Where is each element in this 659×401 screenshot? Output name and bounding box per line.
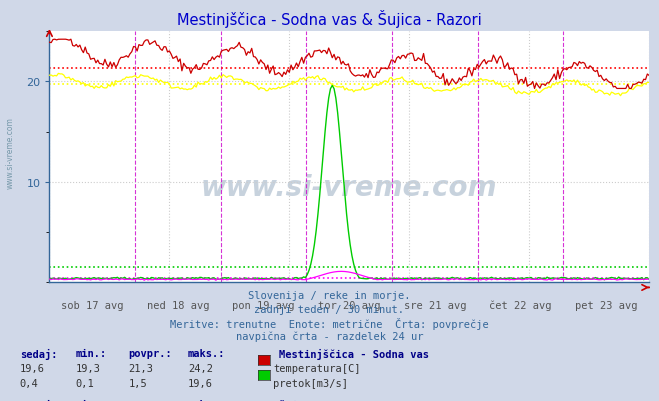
Text: maks.:: maks.:: [188, 399, 225, 401]
Text: sedaj:: sedaj:: [20, 348, 57, 359]
Text: min.:: min.:: [76, 399, 107, 401]
Text: temperatura[C]: temperatura[C]: [273, 363, 361, 373]
Text: ned 18 avg: ned 18 avg: [147, 300, 209, 310]
Text: sedaj:: sedaj:: [20, 399, 57, 401]
Text: povpr.:: povpr.:: [129, 399, 172, 401]
Text: Mestinjščica - Sodna vas & Šujica - Razori: Mestinjščica - Sodna vas & Šujica - Razo…: [177, 10, 482, 28]
Text: 19,6: 19,6: [20, 363, 45, 373]
Text: 0,4: 0,4: [20, 379, 38, 389]
Text: tor 20 avg: tor 20 avg: [318, 300, 380, 310]
Text: 21,3: 21,3: [129, 363, 154, 373]
Text: sob 17 avg: sob 17 avg: [61, 300, 123, 310]
Text: 19,3: 19,3: [76, 363, 101, 373]
Text: Meritve: trenutne  Enote: metrične  Črta: povprečje: Meritve: trenutne Enote: metrične Črta: …: [170, 317, 489, 329]
Text: sre 21 avg: sre 21 avg: [404, 300, 466, 310]
Text: Šujica - Razori: Šujica - Razori: [279, 399, 373, 401]
Text: min.:: min.:: [76, 348, 107, 358]
Text: navpična črta - razdelek 24 ur: navpična črta - razdelek 24 ur: [236, 330, 423, 341]
Text: www.si-vreme.com: www.si-vreme.com: [5, 117, 14, 188]
Text: Slovenija / reke in morje.: Slovenija / reke in morje.: [248, 291, 411, 301]
Text: 24,2: 24,2: [188, 363, 213, 373]
Text: 1,5: 1,5: [129, 379, 147, 389]
Text: povpr.:: povpr.:: [129, 348, 172, 358]
Text: maks.:: maks.:: [188, 348, 225, 358]
Text: Mestinjščica - Sodna vas: Mestinjščica - Sodna vas: [279, 348, 430, 359]
Text: pet 23 avg: pet 23 avg: [575, 300, 637, 310]
Text: 0,1: 0,1: [76, 379, 94, 389]
Text: pon 19 avg: pon 19 avg: [233, 300, 295, 310]
Text: čet 22 avg: čet 22 avg: [490, 300, 552, 311]
Text: www.si-vreme.com: www.si-vreme.com: [201, 174, 498, 201]
Text: 19,6: 19,6: [188, 379, 213, 389]
Text: pretok[m3/s]: pretok[m3/s]: [273, 379, 349, 389]
Text: zadnji teden / 30 minut.: zadnji teden / 30 minut.: [254, 304, 405, 314]
